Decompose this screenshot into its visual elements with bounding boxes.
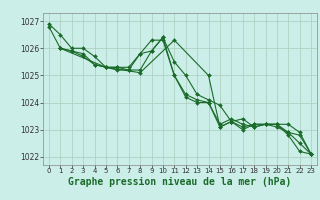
- X-axis label: Graphe pression niveau de la mer (hPa): Graphe pression niveau de la mer (hPa): [68, 177, 292, 187]
